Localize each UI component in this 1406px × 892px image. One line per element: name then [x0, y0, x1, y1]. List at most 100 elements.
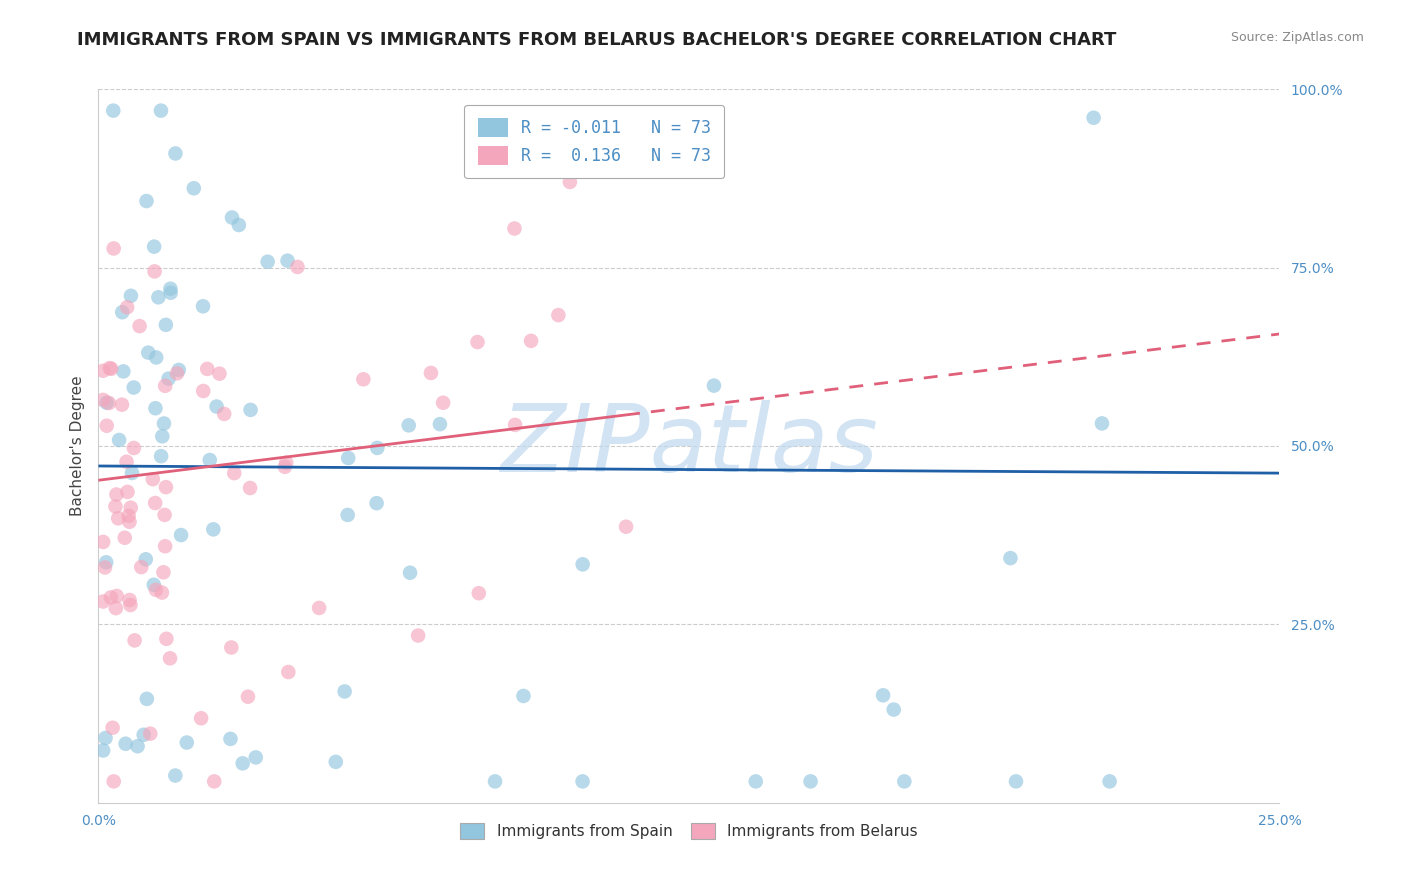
Point: [120, 598, 142, 612]
Point: [1083, 111, 1105, 125]
Point: [132, 728, 155, 742]
Y-axis label: Bachelor's Degree: Bachelor's Degree: [69, 376, 84, 516]
Point: [143, 496, 166, 510]
Point: [104, 500, 127, 514]
Point: [198, 453, 221, 467]
Point: [96, 418, 118, 433]
Point: [101, 721, 124, 735]
Point: [121, 466, 143, 480]
Point: [142, 472, 165, 486]
Point: [503, 417, 526, 432]
Point: [91, 594, 114, 608]
Point: [145, 401, 167, 416]
Point: [96, 395, 118, 409]
Point: [191, 299, 214, 313]
Point: [120, 289, 142, 303]
Point: [149, 103, 172, 118]
Point: [152, 566, 174, 580]
Point: [122, 441, 145, 455]
Point: [872, 688, 894, 702]
Point: [150, 449, 173, 463]
Point: [91, 364, 114, 378]
Point: [142, 578, 165, 592]
Point: [239, 402, 262, 417]
Point: [1098, 774, 1121, 789]
Point: [256, 254, 278, 268]
Point: [183, 181, 205, 195]
Point: [105, 589, 128, 603]
Point: [467, 334, 489, 349]
Point: [128, 319, 150, 334]
Point: [176, 735, 198, 749]
Point: [614, 520, 637, 534]
Point: [429, 417, 451, 431]
Point: [143, 264, 166, 278]
Point: [91, 535, 114, 549]
Point: [221, 640, 243, 655]
Point: [520, 334, 543, 348]
Point: [366, 441, 388, 455]
Point: [212, 407, 235, 421]
Point: [120, 500, 142, 515]
Point: [1005, 774, 1028, 789]
Point: [153, 379, 176, 393]
Point: [139, 726, 162, 740]
Point: [325, 755, 347, 769]
Point: [96, 555, 118, 569]
Point: [221, 211, 243, 225]
Point: [150, 429, 173, 443]
Point: [112, 364, 135, 378]
Point: [208, 367, 231, 381]
Point: [107, 511, 129, 525]
Point: [118, 508, 141, 523]
Point: [205, 400, 228, 414]
Point: [190, 711, 212, 725]
Point: [195, 362, 218, 376]
Point: [148, 290, 170, 304]
Point: [202, 522, 225, 536]
Point: [145, 582, 167, 597]
Point: [103, 103, 125, 118]
Point: [468, 586, 491, 600]
Point: [165, 146, 187, 161]
Point: [547, 308, 569, 322]
Point: [558, 175, 581, 189]
Point: [135, 691, 157, 706]
Point: [159, 285, 181, 300]
Point: [129, 560, 152, 574]
Point: [114, 737, 136, 751]
Point: [571, 558, 593, 572]
Point: [135, 194, 157, 208]
Point: [165, 768, 187, 782]
Point: [118, 515, 141, 529]
Point: [100, 361, 122, 376]
Point: [105, 487, 128, 501]
Point: [406, 628, 429, 642]
Point: [276, 456, 298, 470]
Text: Source: ZipAtlas.com: Source: ZipAtlas.com: [1230, 31, 1364, 45]
Legend: Immigrants from Spain, Immigrants from Belarus: Immigrants from Spain, Immigrants from B…: [454, 817, 924, 845]
Point: [145, 351, 167, 365]
Point: [155, 318, 177, 332]
Point: [159, 651, 181, 665]
Point: [143, 239, 166, 253]
Point: [124, 633, 146, 648]
Point: [114, 531, 136, 545]
Point: [100, 591, 122, 605]
Point: [219, 731, 242, 746]
Point: [333, 684, 356, 698]
Point: [245, 750, 267, 764]
Point: [239, 481, 262, 495]
Point: [153, 539, 176, 553]
Point: [236, 690, 259, 704]
Point: [1091, 417, 1114, 431]
Point: [111, 398, 134, 412]
Point: [136, 345, 159, 359]
Point: [366, 496, 388, 510]
Point: [419, 366, 441, 380]
Point: [232, 756, 254, 771]
Point: [108, 433, 131, 447]
Point: [155, 632, 177, 646]
Point: [153, 508, 176, 522]
Point: [308, 601, 330, 615]
